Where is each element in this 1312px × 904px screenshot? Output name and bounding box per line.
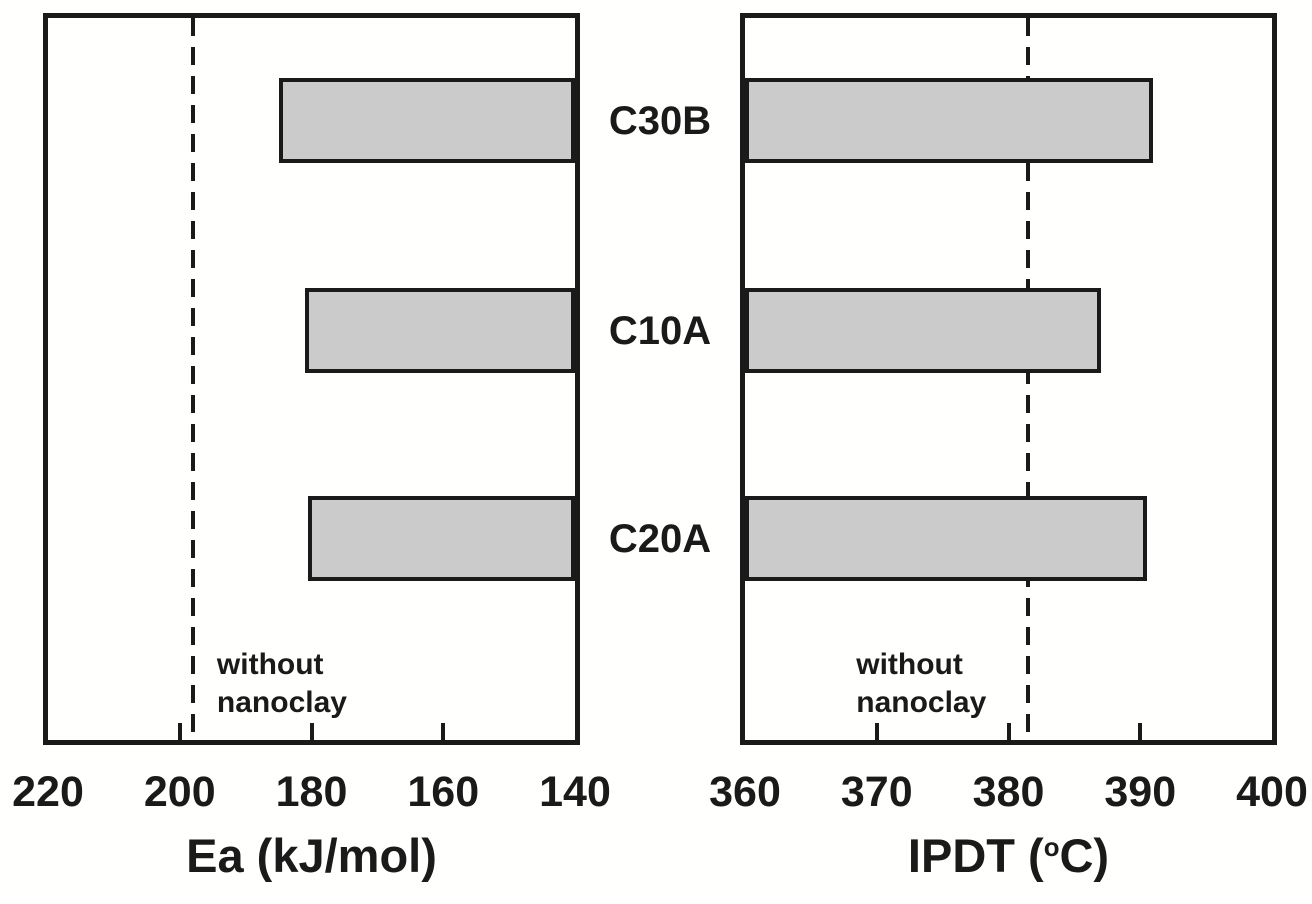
bar-c30b: [278, 78, 575, 163]
tick-label: 220: [12, 768, 84, 816]
reference-line: [1026, 18, 1031, 740]
bar-c20a: [308, 496, 575, 581]
panel-ea: 220 200 180 160 140 without nanoclay Ea (kJ/mo…: [12, 13, 611, 882]
bar-c10a: [304, 288, 575, 373]
category-label-c10a: C10A: [608, 308, 712, 353]
degree-superscript: o: [1043, 834, 1060, 862]
axis-title-text: Ea (kJ/mol): [186, 829, 437, 882]
bar-c20a: [745, 496, 1147, 581]
axis-title-text: IPDT (: [907, 829, 1044, 882]
axis-tick: [309, 723, 314, 740]
axis-title-text: C): [1059, 829, 1110, 882]
category-label-c30b: C30B: [608, 98, 712, 143]
panel-ipdt: 360 370 380 390 400 without nanoclay IPDT (oC): [709, 13, 1308, 882]
axis-title-ea: Ea (kJ/mol): [48, 828, 575, 883]
category-label-c20a: C20A: [608, 516, 712, 561]
axis-tick: [874, 723, 879, 740]
axis-tick: [441, 723, 446, 740]
reference-line: [190, 18, 195, 740]
tick-label: 200: [143, 768, 216, 816]
tick-label: 400: [1236, 768, 1308, 816]
tick-label: 180: [275, 768, 348, 816]
axis-tick: [1138, 723, 1143, 740]
reference-line-label: without nanoclay: [216, 648, 347, 719]
tick-label: 380: [972, 768, 1045, 816]
axis-tick: [1006, 723, 1011, 740]
reference-line-label: without nanoclay: [856, 648, 987, 719]
tick-label: 140: [539, 768, 611, 816]
tick-label: 390: [1104, 768, 1177, 816]
tick-label: 360: [709, 768, 781, 816]
bar-c30b: [745, 78, 1154, 163]
bar-c10a: [745, 288, 1101, 373]
axis-title-ipdt: IPDT (oC): [745, 828, 1272, 883]
axis-tick: [177, 723, 182, 740]
tick-label: 370: [840, 768, 913, 816]
tick-label: 160: [407, 768, 480, 816]
